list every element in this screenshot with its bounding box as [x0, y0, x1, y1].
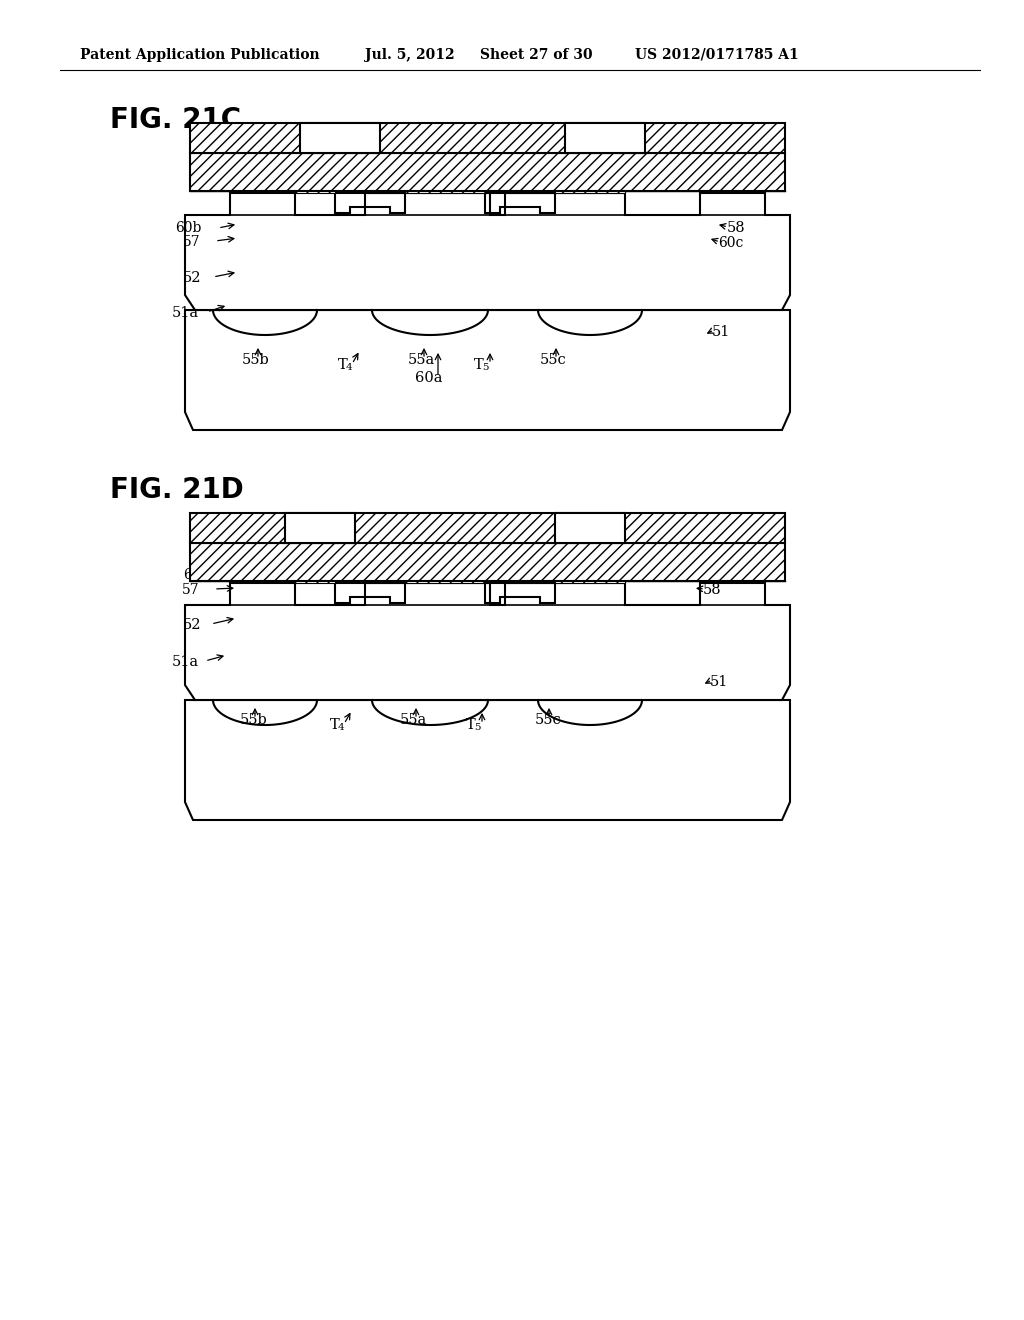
Text: 1: 1 [601, 153, 607, 162]
Polygon shape [555, 191, 625, 193]
Text: 58: 58 [727, 220, 745, 235]
Text: 55a: 55a [400, 713, 427, 727]
Text: T: T [474, 358, 483, 372]
Text: 52: 52 [183, 271, 202, 285]
Text: 61: 61 [708, 553, 726, 568]
Text: 4: 4 [346, 363, 352, 372]
Text: 55c: 55c [540, 352, 566, 367]
Text: 55b: 55b [240, 713, 267, 727]
Polygon shape [295, 191, 335, 193]
Text: 57: 57 [182, 583, 200, 597]
Text: 4: 4 [338, 723, 345, 733]
Text: FIG. 21C: FIG. 21C [110, 106, 241, 135]
Text: T: T [330, 718, 340, 733]
Text: 60b: 60b [175, 220, 202, 235]
Text: Jul. 5, 2012: Jul. 5, 2012 [365, 48, 455, 62]
Text: 55b: 55b [242, 352, 269, 367]
Text: 60a: 60a [442, 525, 469, 540]
Polygon shape [295, 581, 335, 583]
Text: M: M [593, 148, 608, 162]
Text: M: M [570, 531, 585, 545]
Polygon shape [185, 310, 790, 430]
Text: US 2012/0171785 A1: US 2012/0171785 A1 [635, 48, 799, 62]
Polygon shape [190, 123, 785, 153]
Polygon shape [406, 581, 485, 583]
Polygon shape [190, 513, 785, 543]
Text: 5: 5 [474, 723, 480, 733]
Text: 51a: 51a [172, 655, 199, 669]
Text: 51: 51 [712, 325, 730, 339]
Text: 1: 1 [578, 536, 585, 545]
Text: 1: 1 [338, 147, 345, 156]
Text: T: T [338, 358, 348, 372]
Polygon shape [185, 193, 790, 310]
Text: 60a: 60a [415, 371, 442, 385]
Text: 58: 58 [703, 583, 722, 597]
Polygon shape [566, 121, 644, 154]
Polygon shape [185, 583, 790, 700]
Polygon shape [301, 121, 379, 154]
Text: 61: 61 [723, 154, 741, 169]
Text: Sheet 27 of 30: Sheet 27 of 30 [480, 48, 593, 62]
Text: 51: 51 [710, 675, 728, 689]
Text: 60b: 60b [183, 568, 209, 582]
Text: 57: 57 [183, 235, 201, 249]
Polygon shape [406, 191, 485, 193]
Text: 62a: 62a [370, 531, 397, 545]
Text: 51a: 51a [172, 306, 199, 319]
Text: 62a: 62a [625, 531, 652, 545]
Text: 5: 5 [482, 363, 488, 372]
Text: 62a: 62a [445, 141, 472, 154]
Text: M: M [330, 141, 345, 154]
Text: 55a: 55a [408, 352, 435, 367]
Text: 52: 52 [183, 618, 202, 632]
Text: 60c: 60c [702, 568, 727, 582]
Polygon shape [555, 581, 625, 583]
Text: T: T [466, 718, 476, 733]
Text: 60c: 60c [718, 236, 743, 249]
Polygon shape [185, 700, 790, 820]
Text: FIG. 21D: FIG. 21D [110, 477, 244, 504]
Text: 55c: 55c [535, 713, 562, 727]
Polygon shape [190, 153, 785, 191]
Text: Patent Application Publication: Patent Application Publication [80, 48, 319, 62]
Text: 1: 1 [308, 536, 314, 545]
Text: M: M [300, 531, 314, 545]
Polygon shape [286, 512, 354, 544]
Polygon shape [556, 512, 624, 544]
Polygon shape [190, 543, 785, 581]
